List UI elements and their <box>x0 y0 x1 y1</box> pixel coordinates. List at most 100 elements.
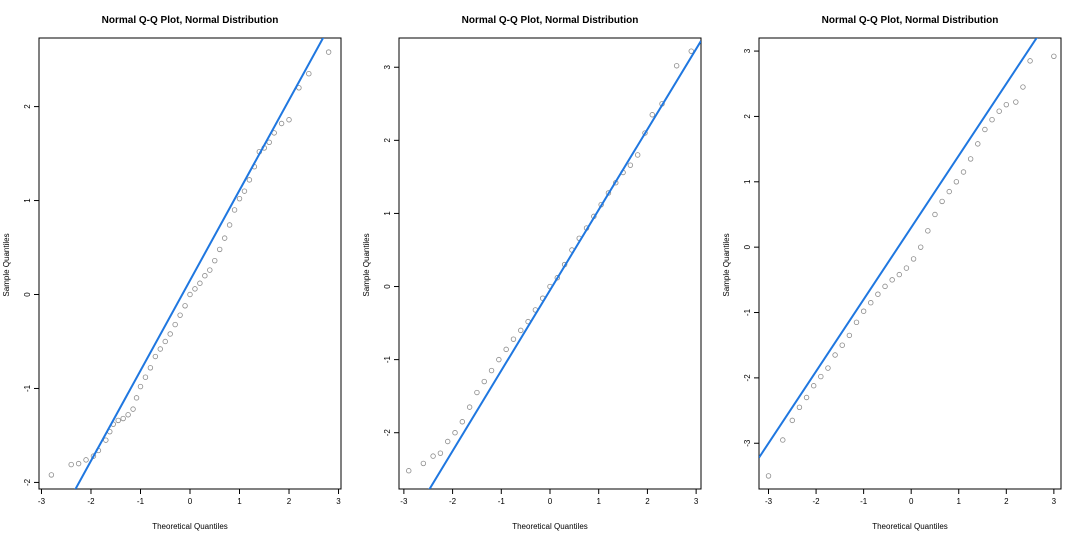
x-tick-label: 3 <box>1052 497 1057 506</box>
data-point <box>882 283 888 290</box>
data-point <box>236 195 243 202</box>
data-point <box>918 244 924 250</box>
data-point <box>796 404 803 410</box>
data-point <box>420 460 427 467</box>
y-tick-label: 0 <box>743 244 752 249</box>
data-point <box>187 291 193 298</box>
data-point <box>130 406 136 412</box>
x-tick-label: 0 <box>188 497 193 506</box>
chart-title: Normal Q-Q Plot, Normal Distribution <box>102 15 279 26</box>
y-tick-label: -1 <box>23 384 32 392</box>
data-point <box>832 352 838 358</box>
data-point <box>825 365 831 371</box>
x-tick-label: 0 <box>909 497 914 506</box>
data-point <box>510 336 517 342</box>
qq-reference-line <box>759 38 1038 459</box>
y-axis-label: Sample Quantiles <box>722 233 731 296</box>
data-point <box>518 327 524 334</box>
data-point <box>1051 53 1057 60</box>
y-tick-label: 1 <box>383 211 392 216</box>
x-tick-label: -1 <box>860 497 868 506</box>
data-point <box>803 394 810 401</box>
y-tick-label: 3 <box>383 64 392 69</box>
data-point <box>960 169 967 175</box>
data-point <box>231 207 238 213</box>
x-axis-label: Theoretical Quantiles <box>512 522 588 531</box>
data-point <box>932 211 938 218</box>
x-tick-label: 2 <box>1004 497 1009 506</box>
x-tick-label: 1 <box>596 497 601 506</box>
data-point <box>142 374 149 380</box>
data-point <box>75 460 82 467</box>
y-tick-label: 2 <box>23 104 32 109</box>
x-axis-label: Theoretical Quantiles <box>152 522 228 531</box>
data-point <box>903 265 910 271</box>
x-tick-label: 3 <box>694 497 699 506</box>
data-point <box>226 222 233 228</box>
data-point <box>939 198 945 205</box>
data-point <box>202 273 208 279</box>
data-point <box>875 291 881 297</box>
data-point <box>967 156 974 162</box>
x-tick-label: -3 <box>765 497 773 506</box>
plot-frame <box>758 37 1062 490</box>
x-tick-label: 3 <box>336 497 341 506</box>
data-point <box>503 346 509 353</box>
data-point <box>147 365 154 371</box>
data-point <box>452 430 458 436</box>
x-tick-label: 0 <box>548 497 553 506</box>
data-point <box>83 457 89 463</box>
x-tick-label: 2 <box>645 497 650 506</box>
data-point <box>810 383 817 389</box>
data-point <box>177 312 183 318</box>
chart-title: Normal Q-Q Plot, Normal Distribution <box>462 15 639 26</box>
y-tick-label: 0 <box>383 284 392 289</box>
data-point <box>818 373 824 380</box>
data-point <box>152 353 159 360</box>
data-point <box>996 108 1002 114</box>
data-point <box>115 417 121 424</box>
data-point <box>437 450 444 456</box>
data-point <box>192 286 198 292</box>
x-tick-label: -2 <box>813 497 821 506</box>
data-point <box>172 321 178 328</box>
data-point <box>221 235 228 241</box>
data-point <box>634 152 641 158</box>
data-point <box>765 473 772 479</box>
data-point <box>406 468 412 474</box>
data-point <box>120 415 126 422</box>
data-point <box>325 49 332 55</box>
data-point <box>688 48 694 54</box>
qq-reference-line <box>428 40 701 489</box>
x-tick-label: -1 <box>137 497 145 506</box>
data-point <box>889 277 895 283</box>
data-point <box>910 256 917 262</box>
data-point <box>627 162 634 168</box>
data-point <box>953 179 960 185</box>
data-point <box>466 404 473 410</box>
data-point <box>1013 99 1019 105</box>
data-point <box>481 378 487 385</box>
data-point <box>673 63 680 69</box>
data-point <box>182 303 188 309</box>
data-point <box>1020 84 1026 90</box>
x-tick-label: -1 <box>498 497 506 506</box>
y-tick-label: -3 <box>743 439 752 447</box>
y-tick-label: 3 <box>743 48 752 53</box>
data-point <box>241 188 248 194</box>
data-point <box>982 126 988 133</box>
data-point <box>474 389 480 396</box>
data-point <box>48 472 55 478</box>
y-tick-label: 2 <box>743 114 752 119</box>
data-point <box>839 342 845 348</box>
data-point <box>860 308 867 314</box>
data-point <box>1003 101 1010 108</box>
data-point <box>430 453 436 459</box>
data-point <box>925 228 931 234</box>
data-point <box>133 395 140 401</box>
data-point <box>946 188 952 195</box>
data-point <box>445 438 451 445</box>
x-tick-label: 2 <box>287 497 292 506</box>
x-axis-label: Theoretical Quantiles <box>872 522 948 531</box>
data-point <box>846 332 853 339</box>
